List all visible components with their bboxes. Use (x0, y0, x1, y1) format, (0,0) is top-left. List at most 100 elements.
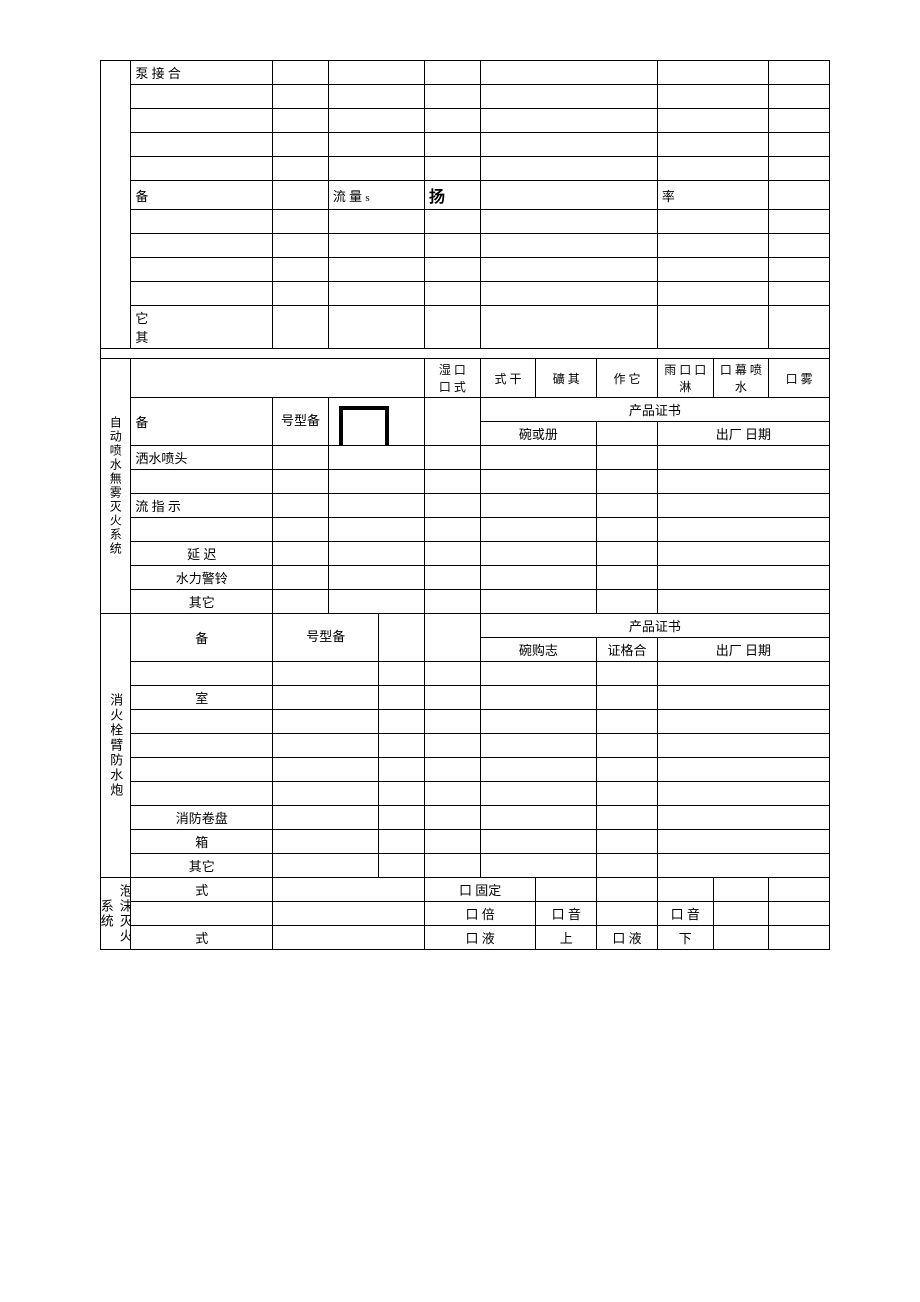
cell (131, 157, 273, 181)
cell (657, 662, 829, 686)
checkbox-shi3: 式 干 (480, 359, 536, 398)
cell (597, 422, 658, 446)
cell (328, 518, 424, 542)
cell (425, 446, 481, 470)
cell (769, 902, 830, 926)
cell (657, 61, 768, 85)
cell (657, 133, 768, 157)
cell (597, 878, 658, 902)
cell (657, 109, 768, 133)
cell (379, 830, 425, 854)
cell (769, 258, 830, 282)
cell (480, 734, 596, 758)
cell (657, 518, 829, 542)
cell (273, 662, 379, 686)
cell (480, 210, 657, 234)
cell (480, 306, 657, 349)
flow-unit: s (365, 192, 369, 204)
liuzhishi: 流 指 示 (131, 494, 273, 518)
cell (379, 854, 425, 878)
checkbox-kuang: 礦 其 (536, 359, 597, 398)
cell (425, 854, 481, 878)
cell (597, 590, 658, 614)
form-table: 泵 接 合 备 流 量 s 扬 率 它 其 自动喷水無雾灭火系统 湿 口口 式 … (100, 60, 830, 950)
cell (328, 398, 424, 446)
xia: 下 (657, 926, 713, 950)
cell (131, 518, 273, 542)
cell (480, 806, 596, 830)
cell (713, 902, 769, 926)
cell (379, 614, 425, 662)
cell (657, 157, 768, 181)
cell (425, 306, 481, 349)
yang-label: 扬 (425, 181, 481, 210)
cell (597, 566, 658, 590)
cell (328, 446, 424, 470)
section1-side (101, 61, 131, 349)
cell (657, 686, 829, 710)
cell (480, 446, 596, 470)
cell (657, 542, 829, 566)
bei-label: 备 (131, 398, 273, 446)
cell (273, 282, 329, 306)
hao-xing-bei: 号型备 (273, 614, 379, 662)
cell (425, 590, 481, 614)
cell (273, 566, 329, 590)
chanpin-zhengshu: 产品证书 (480, 398, 829, 422)
chuchang-riqi: 出厂 日期 (657, 422, 829, 446)
cell (273, 306, 329, 349)
cell (597, 494, 658, 518)
cell (769, 234, 830, 258)
cell (769, 133, 830, 157)
shi2: 式 (131, 926, 273, 950)
cell (480, 85, 657, 109)
cell (597, 806, 658, 830)
cell (328, 234, 424, 258)
bei: 口 倍 (425, 902, 536, 926)
ye1: 口 液 (425, 926, 536, 950)
cell (597, 734, 658, 758)
rate-label: 率 (657, 181, 768, 210)
cell (328, 133, 424, 157)
cell (480, 758, 596, 782)
cell (597, 830, 658, 854)
cell (131, 85, 273, 109)
bei-label: 备 (131, 614, 273, 662)
cell (425, 782, 481, 806)
cell (328, 282, 424, 306)
cell (273, 518, 329, 542)
cell (597, 854, 658, 878)
chanpin-zhengshu: 产品证书 (480, 614, 829, 638)
cell (597, 446, 658, 470)
cell (425, 61, 481, 85)
cell (328, 542, 424, 566)
cell (425, 806, 481, 830)
cell (480, 686, 596, 710)
cell (769, 306, 830, 349)
cell (657, 234, 768, 258)
cell (480, 542, 596, 566)
cell (657, 306, 768, 349)
bei-label: 备 (131, 181, 273, 210)
cell (273, 806, 379, 830)
cell (273, 830, 379, 854)
shi1: 式 (131, 878, 273, 902)
cell (713, 878, 769, 902)
cell (657, 806, 829, 830)
cell (597, 686, 658, 710)
cell (328, 210, 424, 234)
cell (131, 710, 273, 734)
cell (425, 662, 481, 686)
shuilijingling: 水力警铃 (131, 566, 273, 590)
flow-label: 流 量 s (328, 181, 424, 210)
cell (425, 133, 481, 157)
cell (273, 157, 329, 181)
cell (597, 902, 658, 926)
cell (480, 518, 596, 542)
cell (425, 614, 481, 662)
cell (657, 85, 768, 109)
cell (480, 157, 657, 181)
cell (328, 85, 424, 109)
cell (480, 470, 596, 494)
cell (657, 782, 829, 806)
